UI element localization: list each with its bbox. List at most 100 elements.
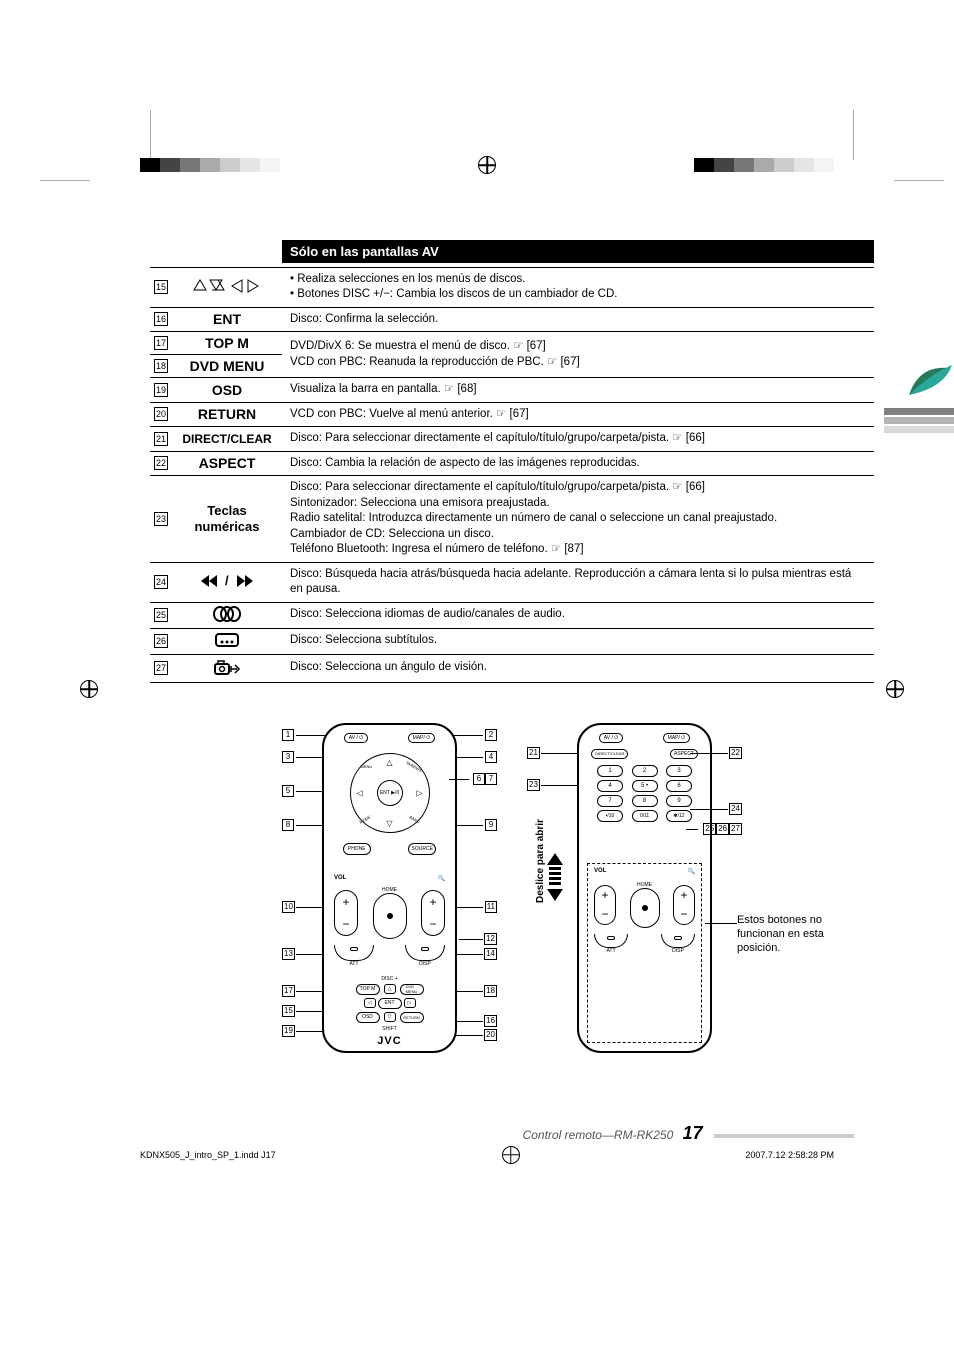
registration-mark-icon bbox=[502, 1146, 520, 1164]
table-row: 27 Disco: Selecciona un ángulo de visión… bbox=[150, 654, 874, 682]
table-row: 26 Disco: Selecciona subtítulos. bbox=[150, 628, 874, 654]
callout: 26 bbox=[716, 823, 729, 835]
row-number: 17 bbox=[154, 336, 168, 350]
side-stripe bbox=[884, 408, 954, 415]
arrows-icon bbox=[172, 267, 282, 307]
row-desc: Disco: Para seleccionar directamente el … bbox=[282, 427, 874, 452]
row-desc: Disco: Cambia la relación de aspecto de … bbox=[282, 451, 874, 476]
row-number: 27 bbox=[154, 661, 168, 675]
side-tab bbox=[884, 360, 954, 435]
av-button: AV / ⏻ bbox=[599, 733, 623, 743]
side-stripe bbox=[884, 417, 954, 424]
row-label: Teclas numéricas bbox=[172, 476, 282, 563]
disp-button bbox=[405, 945, 445, 961]
row-label: ENT bbox=[172, 307, 282, 332]
table-row: 20 RETURN VCD con PBC: Vuelve al menú an… bbox=[150, 402, 874, 427]
callout: 15 bbox=[282, 1005, 295, 1017]
down-button: ▽ bbox=[384, 1012, 396, 1022]
table-row: 24 / Disco: Búsqueda hacia atrás/búsqued… bbox=[150, 562, 874, 602]
inactive-area: VOL🔍 +− HOME +− ATT DISP bbox=[587, 863, 702, 1043]
table-row: 15 • Realiza selecciones en los menús de… bbox=[150, 267, 874, 307]
table-header: Sólo en las pantallas AV bbox=[282, 240, 874, 263]
row-number: 19 bbox=[154, 383, 168, 397]
right-button: ▷ bbox=[404, 998, 416, 1008]
leaf-icon bbox=[904, 360, 954, 400]
map-button: MAP/ ⏻ bbox=[663, 733, 691, 743]
callout: 27 bbox=[729, 823, 742, 835]
table-row: 21 DIRECT/CLEAR Disco: Para seleccionar … bbox=[150, 427, 874, 452]
callout: 17 bbox=[282, 985, 295, 997]
direct-button: DIRECT/CLEAR bbox=[591, 749, 628, 759]
aspect-button: ASPECT bbox=[670, 749, 698, 759]
map-button: MAP/ ⏻ bbox=[408, 733, 436, 743]
osd-button: OSD bbox=[356, 1012, 380, 1023]
row-number: 16 bbox=[154, 312, 168, 326]
callout: 4 bbox=[485, 751, 497, 763]
print-file: KDNX505_J_intro_SP_1.indd J17 bbox=[140, 1150, 276, 1160]
callout: 3 bbox=[282, 751, 294, 763]
callout: 2 bbox=[485, 729, 497, 741]
row-label: ASPECT bbox=[172, 451, 282, 476]
callout: 8 bbox=[282, 819, 294, 831]
row-desc: Disco: Selecciona un ángulo de visión. bbox=[282, 654, 874, 682]
row-desc: VCD con PBC: Vuelve al menú anterior. ☞ … bbox=[282, 402, 874, 427]
callout: 21 bbox=[527, 747, 540, 759]
registration-mark-icon bbox=[478, 156, 496, 174]
row-desc: • Realiza selecciones en los menús de di… bbox=[282, 267, 874, 307]
callout: 22 bbox=[729, 747, 742, 759]
source-button: SOURCE bbox=[408, 843, 436, 855]
callout: 7 bbox=[485, 773, 497, 785]
row-desc: Disco: Confirma la selección. bbox=[282, 307, 874, 332]
row-label: OSD bbox=[172, 378, 282, 403]
row-number: 25 bbox=[154, 608, 168, 622]
page-number: 17 bbox=[683, 1123, 703, 1143]
color-bar-left bbox=[140, 158, 280, 172]
callout: 24 bbox=[729, 803, 742, 815]
table-row: 23 Teclas numéricas Disco: Para seleccio… bbox=[150, 476, 874, 563]
row-desc: Disco: Selecciona idiomas de audio/canal… bbox=[282, 602, 874, 628]
row-label: DVD MENU bbox=[172, 355, 282, 378]
callout: 6 bbox=[473, 773, 485, 785]
print-date: 2007.7.12 2:58:28 PM bbox=[745, 1150, 834, 1160]
remote-front: AV / ⏻ MAP/ ⏻ △ ▽ ◁ ▷ MENU TA/NEWS MODE … bbox=[322, 723, 457, 1053]
row-label: TOP M bbox=[172, 332, 282, 355]
zoom-icon: 🔍 bbox=[438, 875, 445, 882]
callout: 1 bbox=[282, 729, 294, 741]
page-footer: Control remoto—RM-RK250 17 bbox=[150, 1123, 874, 1144]
zoom-rocker: +− bbox=[421, 890, 445, 936]
print-marks-top bbox=[140, 155, 834, 175]
row-desc: Visualiza la barra en pantalla. ☞ [68] bbox=[282, 378, 874, 403]
vol-label: VOL bbox=[334, 875, 346, 881]
registration-mark-icon bbox=[886, 680, 904, 698]
row-desc: Disco: Para seleccionar directamente el … bbox=[282, 476, 874, 563]
remote-diagrams: AV / ⏻ MAP/ ⏻ △ ▽ ◁ ▷ MENU TA/NEWS MODE … bbox=[150, 723, 874, 1093]
row-desc: Disco: Búsqueda hacia atrás/búsqueda hac… bbox=[282, 562, 874, 602]
phone-button: PHONE bbox=[343, 843, 371, 855]
callout: 13 bbox=[282, 948, 295, 960]
vol-rocker: +− bbox=[334, 890, 358, 936]
callout: 16 bbox=[484, 1015, 497, 1027]
print-footer: KDNX505_J_intro_SP_1.indd J17 2007.7.12 … bbox=[140, 1146, 834, 1164]
callout: 9 bbox=[485, 819, 497, 831]
dpad: △ ▽ ◁ ▷ MENU TA/NEWS MODE BAND ENT ▶/II bbox=[350, 753, 430, 833]
callout: 23 bbox=[527, 779, 540, 791]
row-number: 15 bbox=[154, 280, 168, 294]
ent-button: ENT bbox=[378, 998, 402, 1009]
row-number: 22 bbox=[154, 456, 168, 470]
row-label: RETURN bbox=[172, 402, 282, 427]
callout: 20 bbox=[484, 1029, 497, 1041]
table-row: 25 Disco: Selecciona idiomas de audio/ca… bbox=[150, 602, 874, 628]
callout: 18 bbox=[484, 985, 497, 997]
numpad: 123 45 •6 789 •/100/11✽/12 bbox=[597, 765, 692, 825]
home-button bbox=[373, 893, 407, 939]
att-button bbox=[334, 945, 374, 961]
topm-button: TOP M bbox=[356, 984, 380, 995]
brand-label: JVC bbox=[324, 1035, 455, 1047]
callout: 25 bbox=[703, 823, 716, 835]
return-button: RETURN bbox=[400, 1012, 424, 1023]
table-row: 19 OSD Visualiza la barra en pantalla. ☞… bbox=[150, 378, 874, 403]
callout: 10 bbox=[282, 901, 295, 913]
row-number: 24 bbox=[154, 575, 168, 589]
note-text: Estos botones no funcionan en esta posic… bbox=[737, 913, 867, 956]
subtitle-icon bbox=[172, 628, 282, 654]
